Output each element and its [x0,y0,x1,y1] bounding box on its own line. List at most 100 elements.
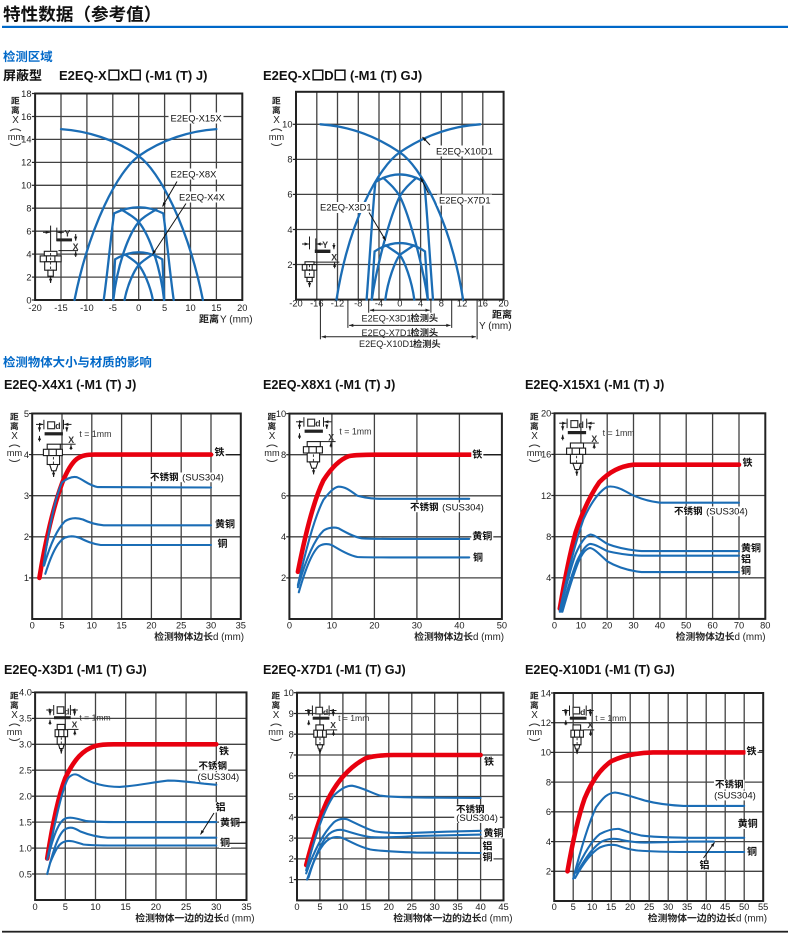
svg-text:15: 15 [116,621,126,631]
svg-text:E2EQ-X10D1: E2EQ-X10D1 [436,146,493,157]
svg-text:30: 30 [206,621,216,631]
svg-text:(SUS304): (SUS304) [180,472,224,483]
svg-text:15: 15 [361,902,371,912]
svg-text:80: 80 [760,621,770,631]
svg-text:0: 0 [287,621,292,631]
svg-text:30: 30 [211,902,221,912]
svg-text:(-M1 (T) GJ): (-M1 (T) GJ) [346,68,422,83]
svg-text:t = 1mm: t = 1mm [603,428,635,438]
svg-text:t = 1mm: t = 1mm [339,426,371,436]
svg-text:E2EQ-X3D1: E2EQ-X3D1 [320,202,372,213]
svg-text:4.0: 4.0 [19,688,32,698]
svg-text:mm: mm [527,448,543,458]
svg-text:X: X [269,431,276,442]
svg-text:10: 10 [283,688,293,698]
svg-text:E2EQ-X: E2EQ-X [263,68,311,83]
svg-text:0: 0 [294,902,299,912]
svg-text:2.5: 2.5 [19,766,32,776]
svg-text:5: 5 [24,409,29,419]
svg-text:X: X [330,720,336,730]
svg-text:Y (mm): Y (mm) [220,315,253,326]
svg-text:X: X [531,431,538,442]
svg-text:X: X [12,115,19,126]
svg-text:16: 16 [478,299,488,309]
svg-text:60: 60 [707,621,717,631]
svg-text:10: 10 [276,409,286,419]
svg-text:4: 4 [418,299,423,309]
svg-text:50: 50 [681,621,691,631]
svg-text:40: 40 [701,902,711,912]
svg-text:2.0: 2.0 [19,792,32,802]
svg-text:70: 70 [734,621,744,631]
svg-text:d (mm): d (mm) [482,914,513,925]
svg-text:10: 10 [282,120,292,130]
svg-text:E2EQ-X3D1: E2EQ-X3D1 [362,313,412,323]
svg-text:15: 15 [121,902,131,912]
svg-text:E2EQ-X7D1: E2EQ-X7D1 [362,328,412,338]
svg-text:4: 4 [287,225,292,235]
svg-text:40: 40 [454,621,464,631]
svg-text:X: X [273,710,280,721]
svg-text:3: 3 [24,491,29,501]
svg-text:50: 50 [739,902,749,912]
svg-text:10: 10 [587,902,597,912]
svg-text:E2EQ-X10D1: E2EQ-X10D1 [359,339,414,349]
svg-text:4: 4 [546,573,551,583]
svg-text:(SUS304): (SUS304) [198,772,240,783]
svg-text:D: D [324,68,333,83]
svg-text:15: 15 [606,902,616,912]
svg-text:10: 10 [185,303,195,313]
svg-text:6: 6 [287,190,292,200]
svg-text:mm: mm [527,727,543,737]
svg-text:7: 7 [289,750,294,760]
svg-text:mm: mm [269,132,285,142]
svg-text:8: 8 [546,777,551,787]
svg-text:20: 20 [541,409,551,419]
svg-text:E2EQ-X8X1 (-M1 (T) J): E2EQ-X8X1 (-M1 (T) J) [263,378,395,392]
svg-text:6: 6 [289,771,294,781]
svg-text:0.5: 0.5 [19,869,32,879]
svg-text:25: 25 [644,902,654,912]
svg-text:Y (mm): Y (mm) [479,321,512,332]
svg-text:X: X [328,432,334,442]
svg-text:3: 3 [289,833,294,843]
svg-text:12: 12 [21,158,31,168]
svg-text:45: 45 [498,902,508,912]
svg-text:E2EQ-X15X1 (-M1 (T) J): E2EQ-X15X1 (-M1 (T) J) [525,378,664,392]
svg-text:0: 0 [552,902,557,912]
svg-text:30: 30 [628,621,638,631]
svg-text:E2EQ-X8X: E2EQ-X8X [171,169,218,180]
svg-text:X: X [591,434,597,444]
svg-text:2: 2 [26,272,31,282]
svg-text:14: 14 [541,688,551,698]
svg-text:d: d [55,421,60,431]
svg-text:30: 30 [412,621,422,631]
svg-text:2: 2 [24,532,29,542]
svg-text:55: 55 [758,902,768,912]
svg-text:mm: mm [7,727,23,737]
svg-text:Y: Y [322,240,328,250]
svg-text:25: 25 [407,902,417,912]
svg-text:4: 4 [26,249,31,259]
svg-text:30: 30 [430,902,440,912]
svg-text:E2EQ-X10D1 (-M1 (T) GJ): E2EQ-X10D1 (-M1 (T) GJ) [525,663,675,677]
svg-text:5: 5 [162,303,167,313]
svg-text:10: 10 [21,181,31,191]
svg-text:E2EQ-X3D1 (-M1 (T) GJ): E2EQ-X3D1 (-M1 (T) GJ) [4,663,147,677]
svg-text:18: 18 [21,89,31,99]
svg-text:2: 2 [289,854,294,864]
svg-text:5: 5 [571,902,576,912]
svg-text:10: 10 [576,621,586,631]
svg-text:-10: -10 [80,303,93,313]
svg-text:20: 20 [151,902,161,912]
svg-text:35: 35 [452,902,462,912]
svg-text:20: 20 [237,303,247,313]
svg-text:20: 20 [146,621,156,631]
svg-text:4: 4 [546,837,551,847]
svg-text:35: 35 [682,902,692,912]
svg-text:5: 5 [59,621,64,631]
svg-text:1.0: 1.0 [19,843,32,853]
svg-text:E2EQ-X7D1 (-M1 (T) GJ): E2EQ-X7D1 (-M1 (T) GJ) [263,663,406,677]
svg-text:E2EQ-X7D1: E2EQ-X7D1 [439,195,491,206]
svg-text:-20: -20 [28,303,41,313]
